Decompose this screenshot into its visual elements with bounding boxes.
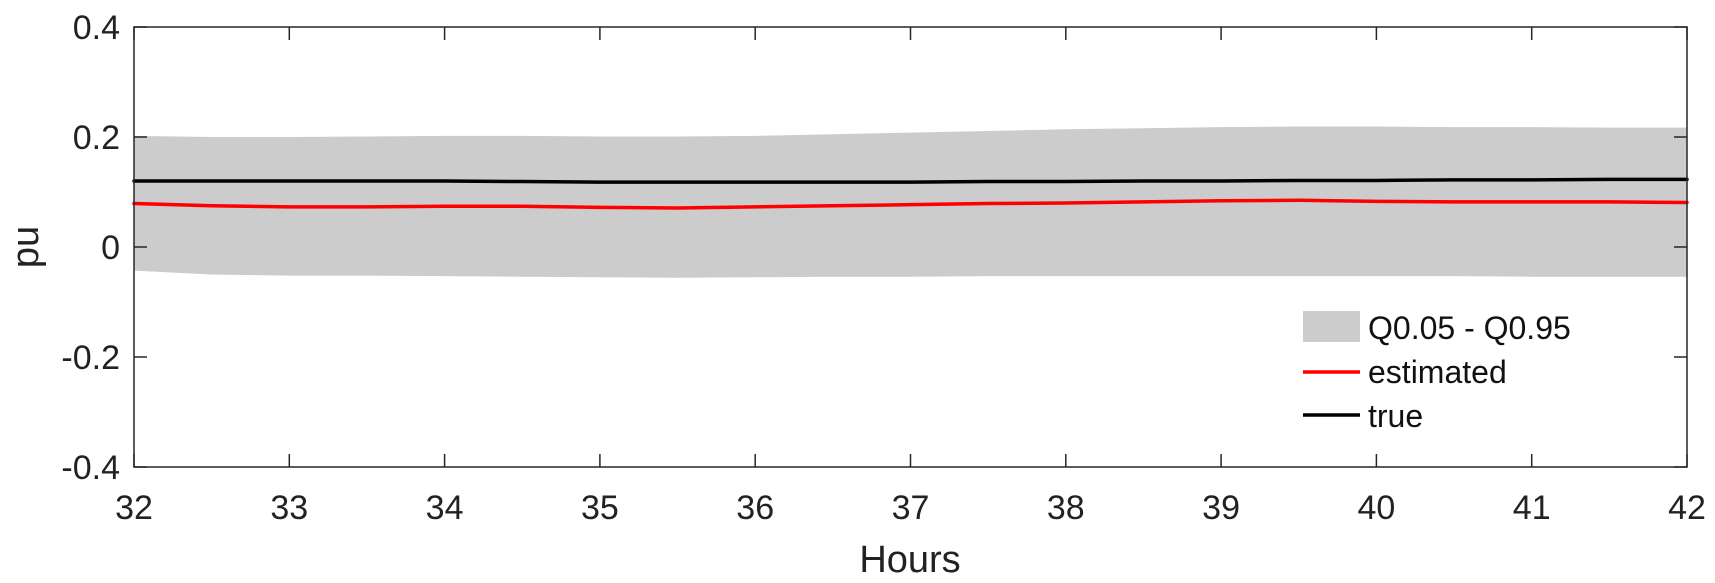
x-tick-label: 41: [1513, 489, 1551, 527]
legend-swatch-band: [1303, 311, 1360, 342]
x-tick-label: 39: [1202, 489, 1240, 527]
x-tick-label: 33: [270, 489, 308, 527]
x-tick-label: 40: [1357, 489, 1395, 527]
series-line-true: [132, 177, 1689, 184]
x-tick-label: 35: [581, 489, 619, 527]
legend-label-band: Q0.05 - Q0.95: [1368, 310, 1571, 346]
y-axis-label: pu: [5, 226, 47, 268]
y-tick-label: -0.2: [61, 339, 120, 377]
y-tick-label: 0: [101, 229, 120, 267]
x-tick-labels: 32 33 34 35 36 37 38 39 40 41 42: [115, 489, 1706, 527]
plot-area: [132, 26, 1689, 468]
x-tick-label: 34: [426, 489, 464, 527]
y-tick-labels: -0.4 -0.2 0 0.2 0.4: [61, 9, 120, 487]
ticks-group: [133, 26, 1688, 468]
y-tick-label: -0.4: [61, 449, 120, 487]
y-tick-label: 0.4: [73, 9, 120, 47]
x-axis-label: Hours: [859, 539, 960, 581]
series-line-estimated: [132, 198, 1689, 210]
legend-label-true: true: [1368, 398, 1423, 434]
x-tick-label: 42: [1668, 489, 1706, 527]
x-tick-label: 36: [736, 489, 774, 527]
series-group: [132, 177, 1689, 210]
x-tick-label: 32: [115, 489, 153, 527]
legend: Q0.05 - Q0.95 estimated true: [1303, 310, 1571, 434]
x-tick-label: 38: [1047, 489, 1085, 527]
y-tick-label: 0.2: [73, 119, 120, 157]
x-tick-label: 37: [892, 489, 930, 527]
quantile-band: [134, 126, 1687, 278]
legend-label-estimated: estimated: [1368, 354, 1507, 390]
